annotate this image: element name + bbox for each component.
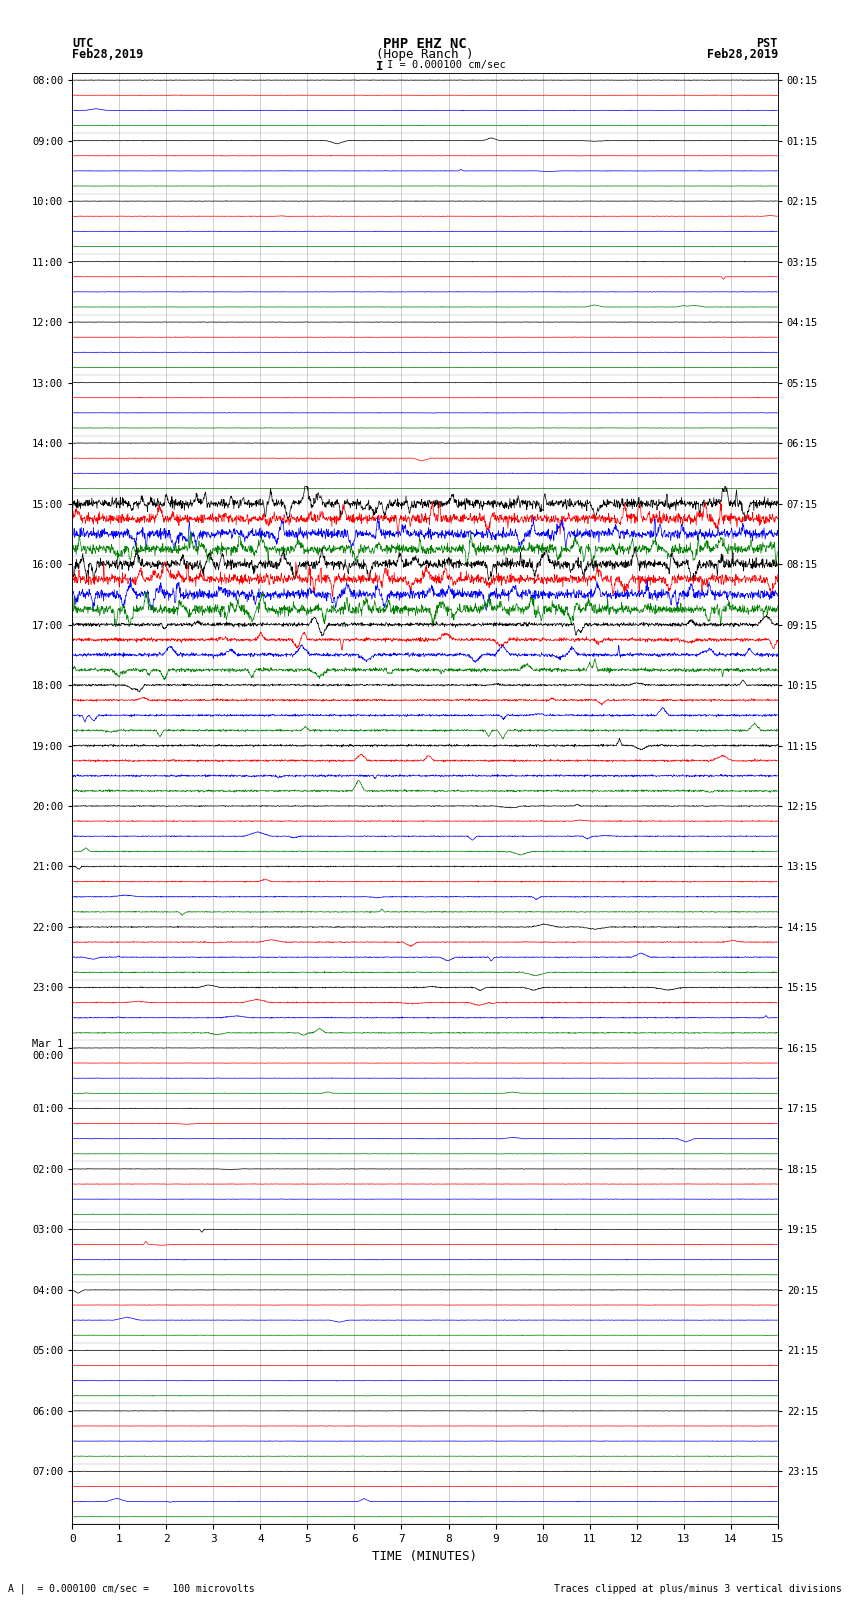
Text: Feb28,2019: Feb28,2019 [72,48,144,61]
X-axis label: TIME (MINUTES): TIME (MINUTES) [372,1550,478,1563]
Text: A |  = 0.000100 cm/sec =    100 microvolts: A | = 0.000100 cm/sec = 100 microvolts [8,1582,255,1594]
Text: Traces clipped at plus/minus 3 vertical divisions: Traces clipped at plus/minus 3 vertical … [553,1584,842,1594]
Text: PHP EHZ NC: PHP EHZ NC [383,37,467,52]
Text: Feb28,2019: Feb28,2019 [706,48,778,61]
Text: UTC: UTC [72,37,94,50]
Text: I: I [377,60,383,73]
Text: I = 0.000100 cm/sec: I = 0.000100 cm/sec [387,60,506,69]
Text: (Hope Ranch ): (Hope Ranch ) [377,48,473,61]
Text: PST: PST [756,37,778,50]
